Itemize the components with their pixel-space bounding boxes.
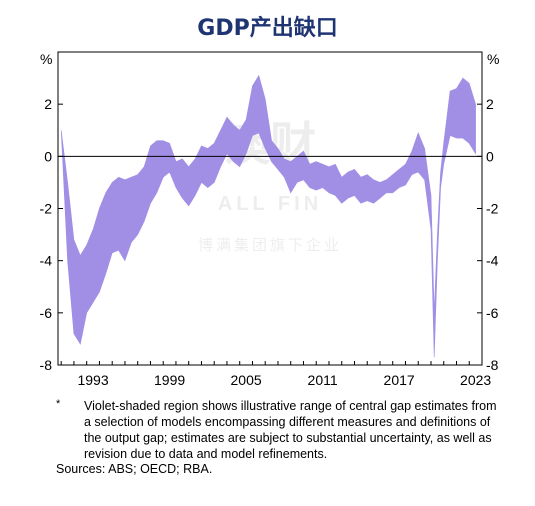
y-tick-label-right: -4 bbox=[486, 253, 499, 269]
y-tick-label-left: -2 bbox=[40, 201, 53, 217]
estimate-range-band bbox=[60, 74, 476, 358]
x-tick-label: 1999 bbox=[154, 372, 185, 388]
y-tick-label-right: -6 bbox=[486, 305, 499, 321]
plot-frame bbox=[57, 51, 483, 366]
x-tick-label: 2005 bbox=[231, 372, 262, 388]
y-tick-label-right: -8 bbox=[486, 357, 499, 373]
output-gap-chart: 澳财 ALL FIN 博满集团旗下企业 -8 -8 -6 -6 -4 -4 -2 -2 0 0 2 2… bbox=[40, 51, 500, 388]
y-tick-label-right: 2 bbox=[486, 96, 494, 112]
x-tick-label: 2011 bbox=[308, 372, 338, 388]
chart-sources: Sources: ABS; OECD; RBA. bbox=[56, 462, 213, 476]
y-tick-label-left: 0 bbox=[44, 148, 52, 164]
y-tick-label-right: 0 bbox=[486, 148, 494, 164]
y-tick-label-left: -8 bbox=[40, 357, 53, 373]
y-tick-label-left: 2 bbox=[44, 96, 52, 112]
svg-text:ALL FIN: ALL FIN bbox=[218, 193, 322, 215]
x-tick-label: 2023 bbox=[460, 372, 491, 388]
svg-text:博满集团旗下企业: 博满集团旗下企业 bbox=[198, 236, 342, 254]
y-tick-label-left: -4 bbox=[40, 253, 53, 269]
y-unit-right: % bbox=[487, 51, 499, 67]
y-tick-label-left: -6 bbox=[40, 305, 53, 321]
watermark: 澳财 ALL FIN 博满集团旗下企业 bbox=[198, 117, 342, 254]
note-marker: * bbox=[56, 398, 61, 410]
x-tick-label: 1993 bbox=[77, 372, 108, 388]
chart-note: Violet-shaded region shows illustrative … bbox=[84, 399, 497, 461]
y-tick-label-right: -2 bbox=[486, 201, 499, 217]
x-tick-label: 2017 bbox=[384, 372, 415, 388]
chart-title: GDP产出缺口 bbox=[197, 16, 338, 41]
y-unit-left: % bbox=[40, 51, 52, 67]
